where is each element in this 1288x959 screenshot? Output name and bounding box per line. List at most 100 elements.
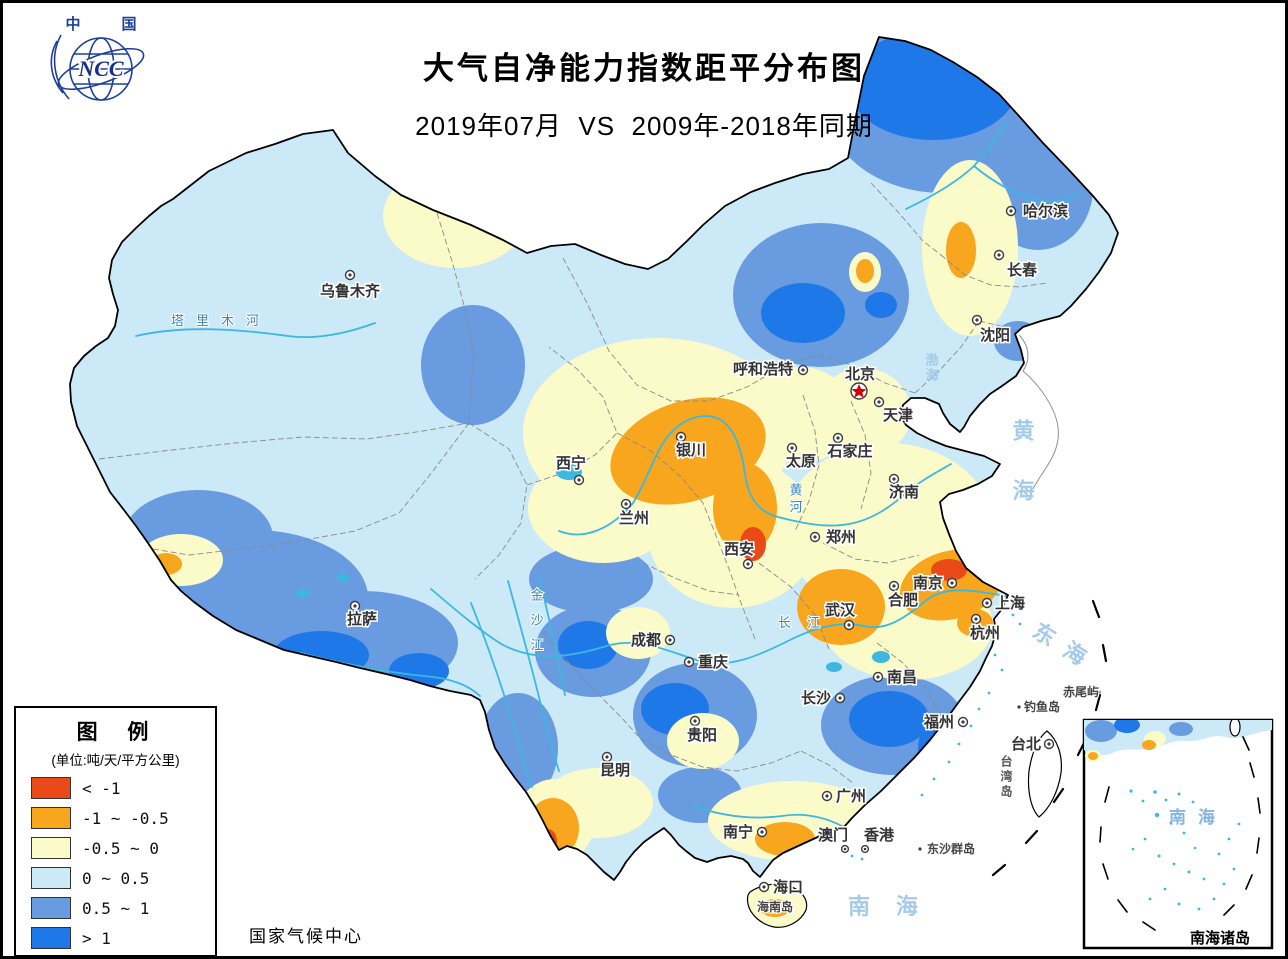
city-shijiazhuang: 石家庄 — [825, 432, 874, 462]
bohai-sea-label: 渤海 — [924, 352, 939, 383]
legend-swatch — [31, 777, 71, 799]
city-label: 天津 — [883, 406, 913, 424]
logo-char-right: 国 — [121, 16, 136, 33]
inset-island-dots — [1129, 789, 1241, 911]
sea-boundary-dashes — [991, 599, 1108, 877]
city-label: 沈阳 — [980, 326, 1010, 344]
inset-sea-label: 南海 — [1169, 807, 1227, 827]
coastal-islands — [850, 613, 1022, 861]
logo-globe-icon — [50, 34, 145, 101]
logo-char-left: 中 — [65, 15, 80, 33]
legend-swatch — [31, 927, 71, 949]
city-label: 上海 — [995, 594, 1025, 612]
city-label: 南昌 — [887, 668, 917, 686]
city-nanchang: 南昌 — [872, 667, 919, 688]
city-macau: 澳门 — [816, 825, 850, 854]
yangtze-river-label: 长江 — [778, 615, 836, 630]
city-wuhan: 武汉 — [823, 600, 857, 631]
island-labels: 钓鱼岛 赤尾屿 台湾岛 东沙群岛 海南岛 — [756, 683, 1101, 915]
city-zhengzhou: 郑州 — [809, 527, 858, 548]
city-shanghai: 上海 — [981, 593, 1027, 614]
inset-boundary-dashes — [1099, 736, 1261, 931]
city-label: 石家庄 — [826, 442, 872, 460]
city-xian: 西安 — [722, 539, 756, 570]
east-sea-label: 东海 — [1028, 618, 1102, 677]
city-guangzhou: 广州 — [821, 786, 868, 807]
city-nanning: 南宁 — [721, 822, 768, 843]
jinsha-river-label: 金沙江 — [529, 587, 544, 663]
legend-item: 0.5 ~ 1 — [31, 897, 215, 919]
city-hangzhou: 杭州 — [968, 613, 1002, 644]
legend-swatch — [31, 867, 71, 889]
legend-unit: (单位:吨/天/平方公里) — [51, 753, 180, 768]
city-label: 台北 — [1011, 735, 1041, 753]
city-kunming: 昆明 — [598, 751, 632, 781]
page-title: 大气自净能力指数距平分布图 — [423, 51, 865, 86]
legend-item: -0.5 ~ 0 — [31, 837, 215, 859]
page-subtitle: 2019年07月 VS 2009年-2018年同期 — [415, 111, 873, 141]
city-label: 哈尔滨 — [1023, 202, 1068, 220]
city-chengdu: 成都 — [629, 630, 676, 651]
city-jinan: 济南 — [887, 473, 921, 503]
legend-label: < -1 — [82, 778, 121, 798]
tarim-river-label: 塔里木河 — [171, 313, 271, 328]
legend-item: 0 ~ 0.5 — [31, 867, 215, 889]
river-labels: 塔里木河 黄河 长江 金沙江 — [170, 312, 836, 664]
city-label: 银川 — [676, 441, 706, 459]
legend-title: 图 例 — [76, 721, 155, 744]
city-label: 兰州 — [619, 509, 649, 527]
city-label: 西宁 — [556, 454, 586, 472]
diaoyu-island-label: 钓鱼岛 — [1024, 699, 1060, 714]
legend-item: > 1 — [31, 927, 215, 949]
city-hohhot: 呼和浩特 — [731, 359, 809, 380]
taiwan-island — [1027, 730, 1062, 818]
hainan-island — [746, 883, 808, 928]
city-hefei: 合肥 — [885, 580, 920, 611]
legend-label: -0.5 ~ 0 — [82, 838, 160, 858]
source-attribution: 国家气候中心 — [249, 927, 363, 946]
city-label: 重庆 — [698, 653, 728, 671]
city-label: 北京 — [845, 365, 875, 383]
city-lanzhou: 兰州 — [617, 498, 651, 529]
city-label: 乌鲁木齐 — [320, 282, 381, 300]
city-label: 广州 — [836, 787, 866, 805]
china-anomaly-map: 渤海 黄海 东海 南海 塔里木河 黄河 长江 金沙江 钓鱼岛 赤尾屿 台湾岛 东… — [69, 36, 1274, 950]
legend-swatch — [31, 837, 71, 859]
city-guiyang: 贵阳 — [685, 715, 719, 746]
legend-item: < -1 — [31, 777, 215, 799]
city-label: 长沙 — [801, 689, 831, 707]
city-label: 长春 — [1007, 261, 1037, 279]
city-changchun: 长春 — [993, 249, 1039, 281]
legend-label: -1 ~ -0.5 — [82, 808, 169, 828]
city-beijing: 北京 — [843, 364, 877, 400]
cities: 哈尔滨 长春 沈阳 乌鲁木齐 呼和浩特 北京 天津 石家庄 太原 济南 银川 西… — [318, 201, 1070, 898]
legend-label: 0 ~ 0.5 — [82, 868, 150, 888]
city-label: 澳门 — [818, 826, 848, 844]
city-label: 海口 — [773, 878, 803, 896]
city-tianjin: 天津 — [873, 396, 915, 426]
city-label: 武汉 — [825, 601, 856, 619]
ncc-logo: 中 国 NCC — [50, 15, 145, 101]
city-label: 太原 — [786, 452, 816, 470]
city-shenyang: 沈阳 — [971, 314, 1012, 346]
city-label: 济南 — [889, 483, 919, 501]
city-chongqing: 重庆 — [683, 652, 730, 673]
city-label: 西安 — [724, 540, 754, 558]
province-borders — [98, 182, 1048, 784]
legend-item: -1 ~ -0.5 — [31, 807, 215, 829]
south-china-sea-inset: 南海 南海诸岛 — [1082, 718, 1274, 950]
city-haikou: 海口 — [758, 877, 805, 898]
city-label: 贵阳 — [687, 726, 717, 744]
city-label: 福州 — [923, 713, 954, 731]
yellow-river-label: 黄河 — [788, 483, 803, 517]
rivers — [135, 121, 1081, 827]
city-label: 昆明 — [600, 762, 630, 779]
dongsha-islands-label: 东沙群岛 — [927, 841, 975, 856]
south-sea-label: 南海 — [848, 894, 944, 919]
city-urumqi: 乌鲁木齐 — [318, 269, 382, 302]
city-changsha: 长沙 — [799, 688, 846, 709]
hainan-island-label: 海南岛 — [757, 899, 793, 914]
city-harbin: 哈尔滨 — [1005, 201, 1070, 222]
city-label: 南京 — [913, 574, 943, 592]
